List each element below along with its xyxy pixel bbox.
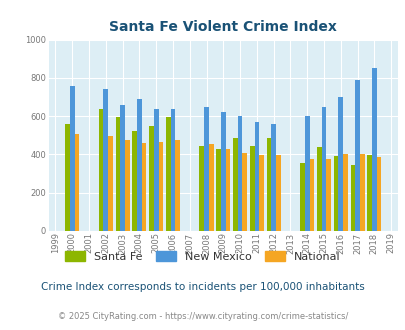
Bar [242, 153, 247, 231]
Bar [254, 122, 258, 231]
Bar [75, 134, 79, 231]
Bar [316, 147, 321, 231]
Bar [120, 105, 125, 231]
Bar [338, 97, 342, 231]
Bar [326, 159, 330, 231]
Bar [299, 163, 304, 231]
Title: Santa Fe Violent Crime Index: Santa Fe Violent Crime Index [109, 20, 337, 34]
Bar [309, 159, 313, 231]
Bar [367, 155, 371, 231]
Bar [376, 157, 380, 231]
Bar [304, 116, 309, 231]
Bar [220, 112, 225, 231]
Bar [249, 146, 254, 231]
Bar [166, 117, 170, 231]
Bar [158, 142, 163, 231]
Bar [170, 109, 175, 231]
Bar [108, 136, 113, 231]
Bar [65, 124, 70, 231]
Bar [359, 154, 364, 231]
Bar [350, 165, 354, 231]
Bar [149, 126, 153, 231]
Bar [175, 140, 179, 231]
Bar [153, 109, 158, 231]
Bar [258, 155, 263, 231]
Bar [70, 85, 75, 231]
Bar [141, 143, 146, 231]
Bar [199, 146, 204, 231]
Bar [225, 149, 230, 231]
Text: © 2025 CityRating.com - https://www.cityrating.com/crime-statistics/: © 2025 CityRating.com - https://www.city… [58, 312, 347, 321]
Bar [125, 140, 129, 231]
Bar [333, 156, 338, 231]
Bar [216, 149, 220, 231]
Bar [371, 68, 376, 231]
Legend: Santa Fe, New Mexico, National: Santa Fe, New Mexico, National [61, 247, 344, 266]
Bar [98, 110, 103, 231]
Bar [103, 89, 108, 231]
Bar [321, 107, 326, 231]
Bar [354, 80, 359, 231]
Bar [232, 138, 237, 231]
Bar [208, 144, 213, 231]
Bar [342, 154, 347, 231]
Bar [275, 155, 280, 231]
Bar [266, 138, 271, 231]
Bar [204, 107, 208, 231]
Bar [115, 117, 120, 231]
Bar [132, 131, 136, 231]
Text: Crime Index corresponds to incidents per 100,000 inhabitants: Crime Index corresponds to incidents per… [41, 282, 364, 292]
Bar [136, 99, 141, 231]
Bar [271, 124, 275, 231]
Bar [237, 116, 242, 231]
